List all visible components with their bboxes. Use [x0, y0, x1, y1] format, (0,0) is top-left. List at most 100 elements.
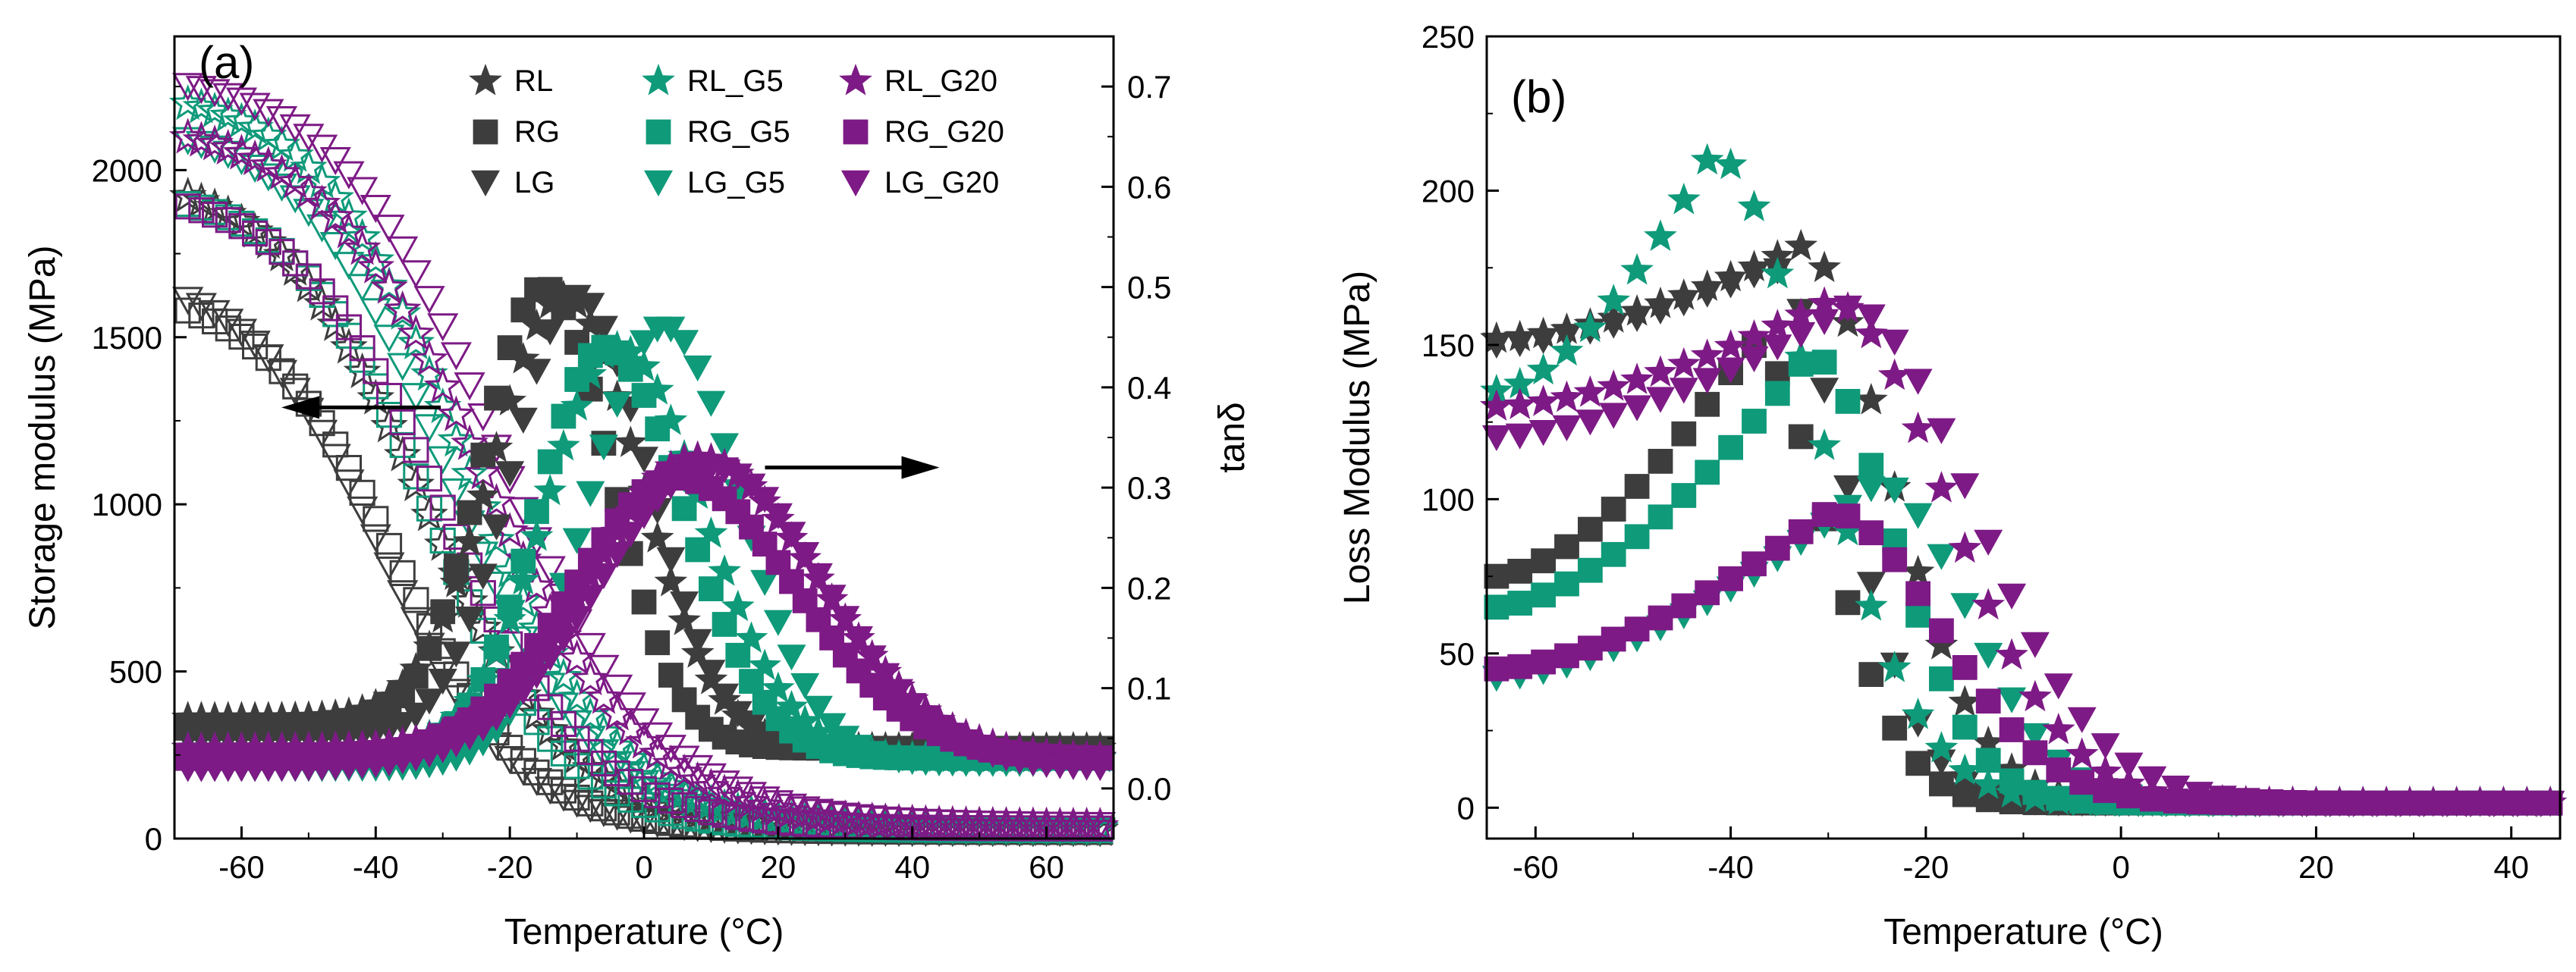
storage-point-RG — [228, 324, 255, 350]
tan-point-LG — [415, 688, 444, 715]
loss-point-RG_G20 — [1578, 635, 1603, 661]
storage-point-LG_G5 — [534, 673, 566, 701]
storage-point-LG — [172, 287, 204, 315]
panel-a-x-tick-label: 20 — [760, 849, 796, 885]
storage-point-RG_G20 — [322, 295, 349, 321]
storage-point-RG_G20 — [309, 278, 335, 305]
tan-point-RL_G5 — [547, 428, 580, 461]
storage-point-RG_G5 — [403, 463, 429, 490]
tan-point-LG — [683, 629, 712, 655]
tan-point-LG — [710, 683, 740, 710]
tan-point-RG_G5 — [739, 669, 764, 694]
loss-point-RL — [1901, 554, 1935, 587]
storage-point-RG — [403, 587, 429, 613]
legend-marker-RL — [469, 64, 502, 96]
tan-point-LG_G20 — [763, 503, 793, 529]
loss-point-LG_G20 — [1927, 418, 1956, 444]
storage-point-LG — [360, 524, 391, 553]
loss-point-LG — [1739, 262, 1769, 289]
loss-point-RG_G5 — [1788, 352, 1814, 377]
tan-point-RL_G5 — [640, 373, 674, 405]
loss-point-RG — [1929, 771, 1954, 797]
loss-point-LG_G20 — [2325, 790, 2355, 817]
storage-point-RG_G20 — [564, 726, 590, 752]
storage-point-LG_G5 — [373, 325, 405, 353]
loss-point-RG_G5 — [1695, 459, 1720, 485]
tan-point-LG_G5 — [710, 433, 740, 459]
loss-point-RL_G20 — [1526, 384, 1560, 416]
loss-point-LG_G20 — [1974, 529, 2003, 556]
storage-point-LG_G5 — [387, 353, 419, 381]
loss-point-RG_G5 — [1718, 434, 1743, 460]
storage-point-LG_G20 — [239, 92, 271, 121]
tan-point-LG — [455, 607, 485, 633]
legend-label-RG: RG — [514, 115, 560, 149]
storage-point-LG_G20 — [360, 195, 391, 224]
storage-point-LG_G20 — [534, 556, 566, 585]
loss-point-LG_G20 — [2114, 752, 2144, 779]
panel-a-y-tick-label: 1000 — [92, 487, 162, 522]
loss-point-LG_G20 — [2185, 782, 2213, 808]
loss-point-RL_G20 — [1597, 369, 1631, 401]
storage-point-RG_G5 — [630, 792, 658, 818]
loss-point-LG_G5 — [1927, 544, 1956, 570]
loss-point-RG — [1882, 715, 1908, 741]
loss-point-RG_G20 — [2093, 778, 2118, 804]
tan-point-RG — [484, 385, 509, 411]
panel-a-x-axis-label: Temperature (°C) — [504, 912, 784, 952]
storage-point-RG_G5 — [523, 709, 550, 735]
tan-point-RL — [573, 306, 608, 339]
panel-a-x-tick-label: 0 — [635, 849, 652, 885]
loss-point-LG_G20 — [2020, 632, 2050, 658]
tan-point-RG — [658, 663, 683, 688]
loss-point-RL_G20 — [1644, 355, 1677, 387]
tan-point-LG_G20 — [831, 606, 860, 632]
storage-point-RL_G20 — [397, 314, 435, 350]
loss-point-RG — [1835, 590, 1861, 616]
loss-point-LG_G20 — [1997, 583, 2027, 610]
tan-point-LG_G20 — [1085, 755, 1115, 782]
tan-point-RG — [631, 589, 657, 615]
loss-point-LG_G20 — [2301, 790, 2331, 817]
loss-point-LG_G20 — [2138, 766, 2167, 792]
loss-point-LG_G20 — [2278, 790, 2307, 817]
loss-point-RL_G20 — [2112, 767, 2146, 798]
storage-point-LG — [373, 552, 405, 581]
loss-point-RL_G5 — [1855, 589, 1888, 621]
loss-point-RL_G5 — [1714, 147, 1748, 180]
loss-point-RG_G20 — [2069, 770, 2095, 795]
loss-point-RG_G5 — [1858, 453, 1884, 478]
loss-point-RG_G5 — [2046, 785, 2072, 811]
tan-point-RG_G5 — [524, 499, 549, 525]
tan-point-LG_G5 — [630, 330, 658, 356]
loss-point-RL_G20 — [2018, 679, 2052, 712]
storage-point-RG_G20 — [363, 358, 389, 384]
tan-point-RL_G5 — [573, 357, 608, 389]
storage-point-RG_G20 — [550, 710, 576, 737]
storage-point-LG_G20 — [319, 147, 351, 176]
loss-point-RL_G5 — [1690, 143, 1724, 175]
tan-point-LG_G20 — [455, 724, 485, 751]
storage-point-LG — [212, 309, 244, 337]
tan-point-LG — [522, 359, 551, 385]
loss-point-RG_G5 — [1764, 381, 1790, 406]
storage-point-LG_G5 — [695, 797, 727, 826]
tan-point-LG_G20 — [857, 645, 887, 672]
tan-point-RG — [470, 442, 496, 468]
panel-b-axes: -60 -40 -20 0 20 40 0 50 100 150 200 250 — [1422, 19, 2529, 885]
panel-b-x-tick-label: 20 — [2298, 849, 2334, 885]
loss-point-LG_G20 — [1833, 295, 1862, 322]
loss-point-LG_G20 — [2044, 673, 2073, 700]
tan-point-RG_G5 — [631, 383, 657, 408]
tan-point-RG — [430, 599, 456, 625]
tan-point-RL — [479, 431, 514, 462]
tan-point-RG — [403, 663, 429, 689]
loss-point-RG_G5 — [1811, 350, 1837, 375]
tan-point-RG_G5 — [671, 496, 697, 522]
loss-point-RG — [1578, 516, 1603, 542]
tan-point-LG_G5 — [763, 610, 793, 636]
loss-point-RL_G20 — [1877, 358, 1912, 390]
loss-point-RG_G5 — [1952, 714, 1978, 740]
loss-point-RL_G20 — [1971, 588, 2006, 620]
storage-point-LG — [306, 419, 338, 448]
